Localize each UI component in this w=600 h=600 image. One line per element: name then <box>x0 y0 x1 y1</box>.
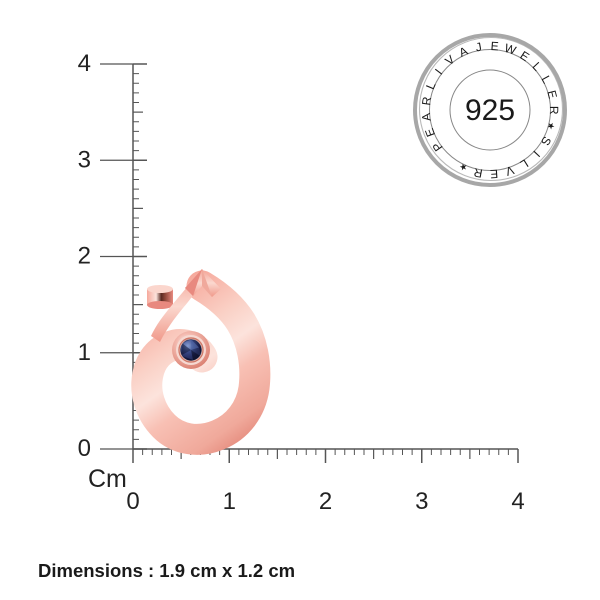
svg-text:925: 925 <box>465 94 515 127</box>
svg-text:1: 1 <box>223 488 236 515</box>
svg-text:4: 4 <box>78 50 91 77</box>
svg-text:★: ★ <box>458 161 470 173</box>
svg-text:S: S <box>538 134 554 148</box>
svg-text:2: 2 <box>78 243 91 270</box>
svg-text:A: A <box>419 112 434 122</box>
svg-text:0: 0 <box>126 488 139 515</box>
svg-text:0: 0 <box>78 435 91 462</box>
svg-text:A: A <box>457 44 470 60</box>
svg-text:J: J <box>474 40 482 55</box>
svg-text:E: E <box>518 48 532 64</box>
svg-text:E: E <box>544 89 560 100</box>
svg-text:R: R <box>472 165 483 180</box>
svg-text:Dimensions : 1.9 cm x 1.2 cm: Dimensions : 1.9 cm x 1.2 cm <box>38 560 295 581</box>
svg-text:R: R <box>547 106 561 115</box>
svg-text:3: 3 <box>415 488 428 515</box>
svg-text:Cm: Cm <box>88 465 127 493</box>
svg-text:2: 2 <box>319 488 332 515</box>
svg-text:L: L <box>517 156 530 172</box>
svg-text:E: E <box>490 167 499 181</box>
svg-text:L: L <box>539 73 555 86</box>
svg-text:3: 3 <box>78 146 91 173</box>
svg-text:P: P <box>430 139 446 154</box>
svg-text:4: 4 <box>511 488 524 515</box>
svg-text:R: R <box>419 95 434 106</box>
svg-text:E: E <box>490 39 499 54</box>
svg-text:1: 1 <box>78 339 91 366</box>
